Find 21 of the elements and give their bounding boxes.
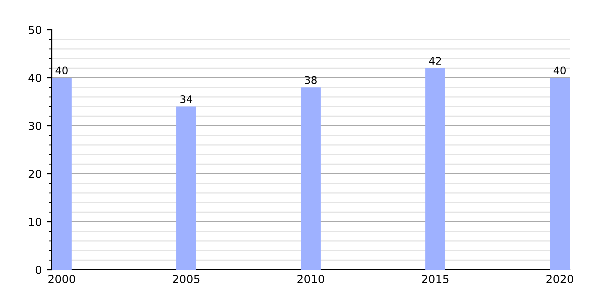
y-tick-label: 30 [28,122,42,130]
x-tick-label: 2010 [298,275,324,284]
y-tick-label: 0 [36,266,42,274]
data-label: 34 [180,96,193,104]
bar [176,106,196,270]
data-label: 42 [429,57,442,65]
x-tick-label: 2015 [422,275,449,284]
x-tick-label: 2005 [173,275,200,284]
y-tick-label: 10 [29,218,42,226]
y-tick-label: 20 [28,170,42,178]
x-tick-label: 2020 [546,275,574,284]
y-tick-label: 50 [28,26,42,34]
bar [52,78,72,270]
y-tick-label: 40 [28,74,42,82]
data-label: 38 [305,76,317,84]
bar [301,88,321,270]
bar [426,68,446,270]
bar [550,78,570,270]
data-label: 40 [56,66,68,75]
x-tick-label: 2000 [48,275,76,284]
data-label: 40 [554,66,566,75]
